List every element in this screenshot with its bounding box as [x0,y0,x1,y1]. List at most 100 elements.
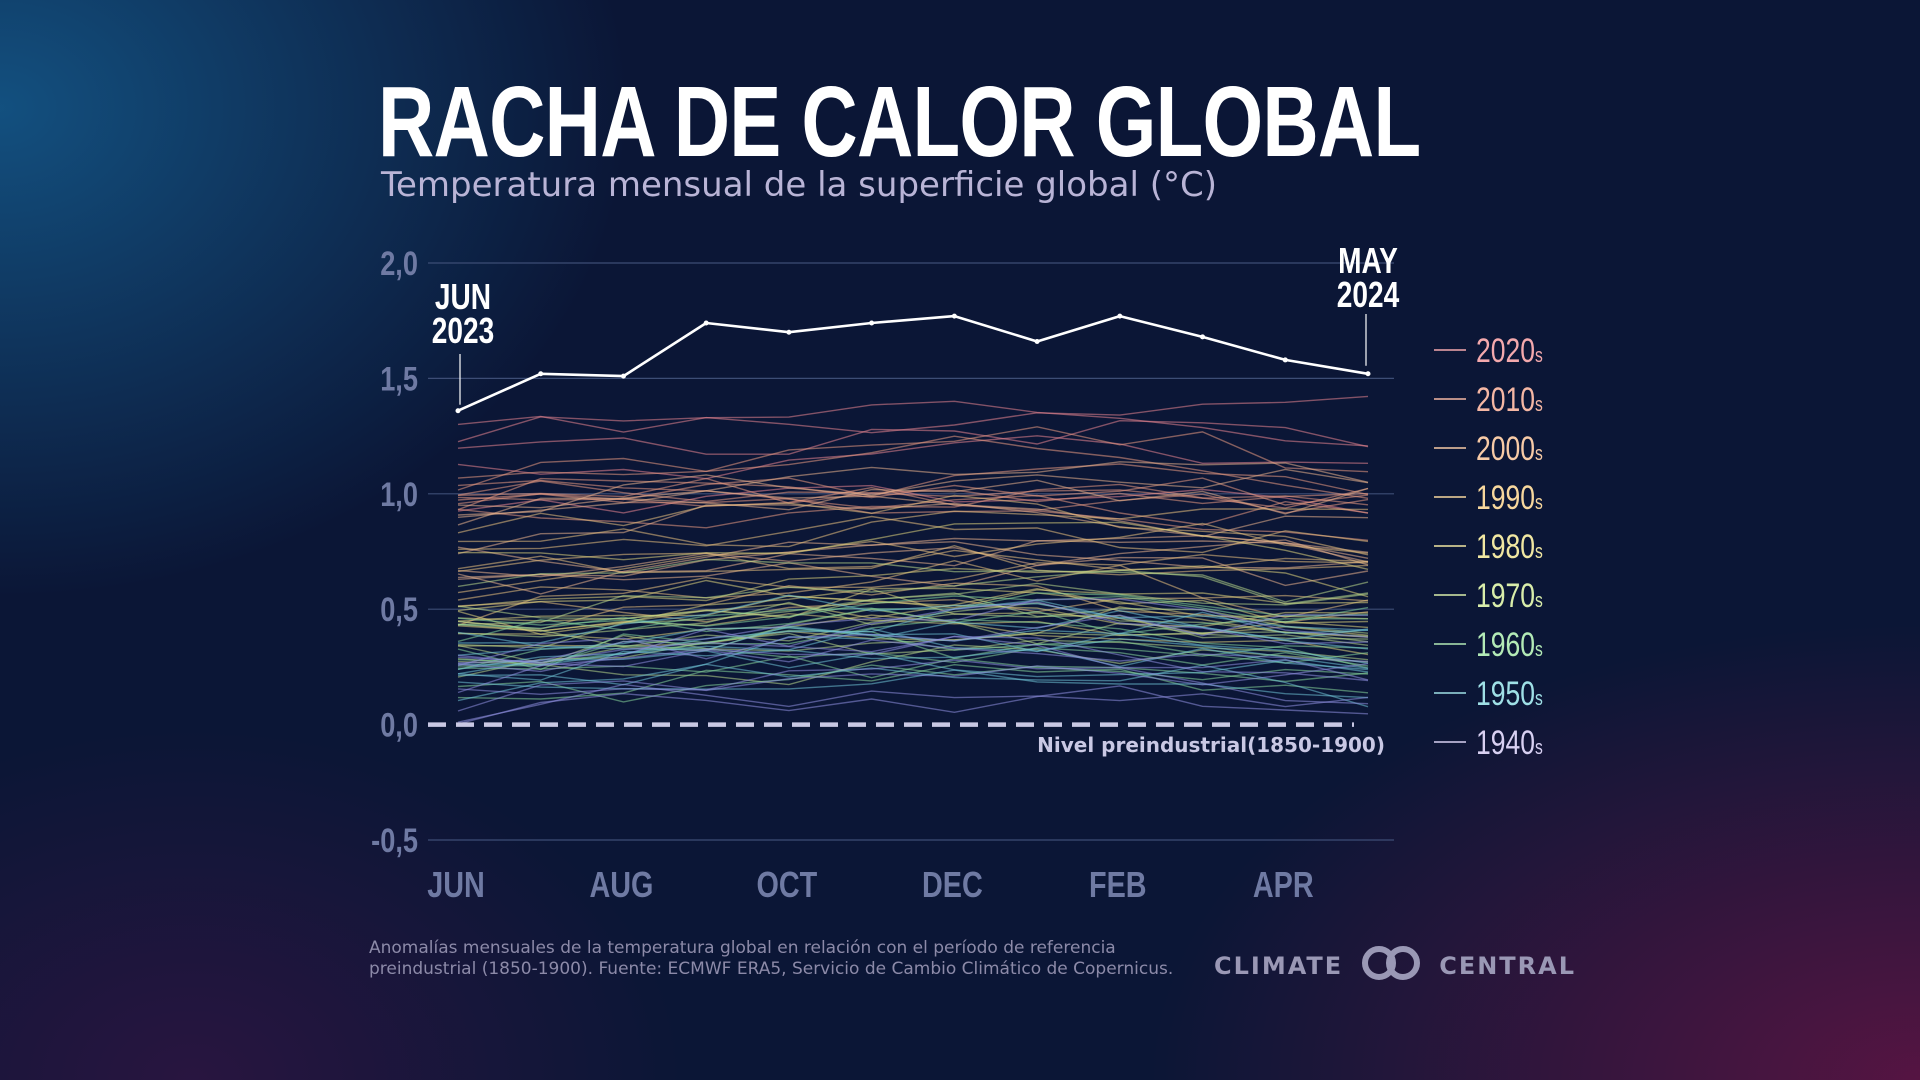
y-axis-ticks: 2,0 1,5 1,0 0,5 0,0 -0,5 [371,244,418,860]
x-axis-ticks: JUN AUG OCT DEC FEB APR [427,864,1313,905]
highlight-point [1200,334,1206,340]
historical-year-line [457,558,1369,603]
historical-year-line [457,490,1369,538]
historical-year-line [457,508,1369,548]
historical-year-line [457,435,1369,480]
historical-year-line [457,659,1369,705]
historical-series-lines [457,395,1369,725]
brand-name-left: CLIMATE [1214,952,1344,980]
historical-year-line [457,461,1369,509]
historical-year-line [457,502,1369,555]
legend-label-suffix: s [1535,393,1543,415]
historical-year-line [457,419,1369,455]
historical-year-line [457,494,1369,556]
historical-year-line [457,587,1369,632]
highlight-line [457,314,1369,412]
historical-year-line [457,607,1368,643]
legend-label: 2000s [1476,430,1543,468]
x-tick-label: FEB [1089,864,1147,905]
legend-label-suffix: s [1535,736,1543,758]
historical-year-line [457,549,1369,573]
legend-label-suffix: s [1535,344,1543,366]
historical-year-line [457,559,1369,602]
historical-year-line [457,599,1369,666]
interlocking-rings-icon [1355,945,1427,987]
legend-label-suffix: s [1535,442,1543,464]
legend-label-suffix: s [1535,540,1543,562]
x-tick-label: APR [1253,864,1314,905]
legend-label-suffix: s [1535,638,1543,660]
historical-year-line [457,595,1369,627]
highlight-point [703,320,709,326]
historical-year-line [457,663,1369,712]
end-annotation-label: MAY [1338,241,1398,281]
highlight-point [538,371,544,377]
highlight-point [951,313,957,319]
legend-label: 2020s [1476,332,1543,370]
historical-year-line [457,685,1369,725]
historical-year-line [457,594,1369,644]
legend-label-suffix: s [1535,687,1543,709]
historical-year-line [457,598,1369,664]
start-annotation-label: JUN [435,277,491,317]
y-tick-label: -0,5 [371,821,418,860]
historical-year-line [457,669,1369,699]
historical-year-line [457,539,1369,578]
legend-label: 2010s [1476,381,1543,419]
highlight-point [1365,371,1371,377]
historical-year-line [457,565,1369,608]
x-tick-label: AUG [589,864,653,905]
legend-label: 1940s [1476,724,1543,762]
legend: 2020s 2010s 2000s 1990s 1980s 1970s 1960s 1950s… [1434,332,1543,762]
historical-year-line [457,479,1369,526]
legend-label: 1960s [1476,626,1543,664]
y-tick-label: 0,5 [380,590,418,629]
brand-name-right: CENTRAL [1439,952,1577,980]
highlight-point [1282,357,1288,363]
historical-year-line [457,635,1369,681]
historical-year-line [457,468,1369,516]
historical-year-line [457,484,1369,514]
start-annotation-label: 2023 [432,311,494,351]
legend-label-suffix: s [1535,589,1543,611]
highlight-point [455,408,461,414]
historical-year-line [457,521,1369,570]
highlight-point [1034,338,1040,344]
y-tick-label: 0,0 [380,706,418,745]
historical-year-line [457,613,1369,667]
historical-year-line [457,435,1369,499]
brand-logo[interactable]: CLIMATE CENTRAL [1214,945,1576,987]
y-tick-label: 1,0 [380,475,418,514]
historical-year-line [457,664,1369,703]
highlight-point [786,329,792,335]
legend-label: 1980s [1476,528,1543,566]
x-tick-label: DEC [922,864,983,905]
historical-year-line [457,534,1369,595]
historical-year-line [457,635,1369,694]
highlight-point [620,373,626,379]
chart-subtitle: Temperatura mensual de la superficie glo… [381,165,1217,205]
y-tick-label: 1,5 [380,359,418,398]
historical-year-line [457,400,1369,447]
highlight-point [1117,313,1123,319]
historical-year-line [457,553,1369,626]
legend-label: 1990s [1476,479,1543,517]
historical-year-line [457,544,1369,576]
historical-year-line [457,601,1369,673]
y-tick-label: 2,0 [380,244,418,283]
historical-year-line [457,493,1369,541]
preindustrial-baseline: Nivel preindustrial(1850-1900) [428,722,1385,757]
legend-label-suffix: s [1535,491,1543,513]
historical-year-line [457,645,1369,671]
historical-year-line [457,426,1369,491]
legend-label: 1950s [1476,675,1543,713]
historical-year-line [457,395,1369,434]
historical-year-line [457,683,1369,723]
highlight-point [869,320,875,326]
legend-label: 1970s [1476,577,1543,615]
historical-year-line [457,556,1369,587]
historical-year-line [457,515,1369,554]
historical-year-line [457,663,1369,708]
